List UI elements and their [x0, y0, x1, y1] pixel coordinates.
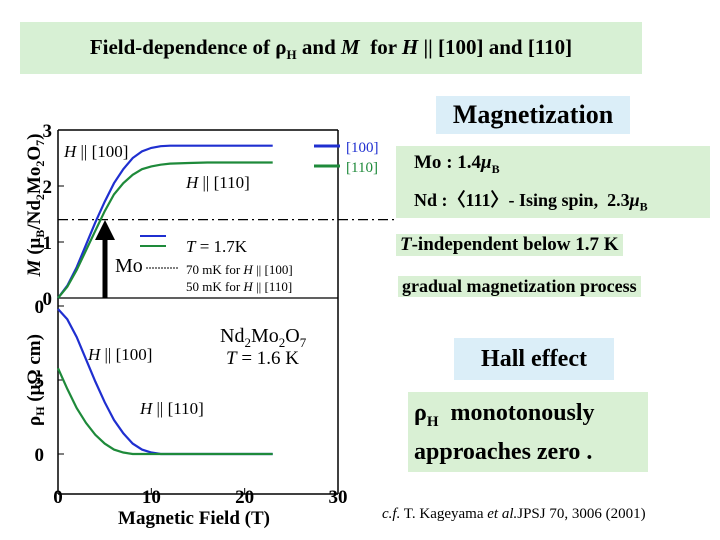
mo-moment: Mo : 1.4μB — [414, 152, 500, 176]
m-series-110 — [57, 161, 273, 299]
hall-heading: Hall effect — [454, 338, 614, 380]
m-y-tick-label-3: 3 — [43, 121, 53, 142]
x-tick-label-30: 30 — [329, 487, 348, 508]
m-h100-label: H || [100] — [63, 142, 128, 161]
sweep-label-1: 70 mK for H || [100] — [186, 262, 293, 277]
mo-arrow-head — [95, 220, 115, 240]
temp-label-2: T = 1.6 K — [226, 348, 299, 369]
mo-label: Mo — [115, 255, 143, 277]
hall-y-tick-label-0: 0 — [35, 297, 45, 318]
hall-line-1: ρH monotonously — [414, 400, 595, 430]
slide-title: Field-dependence of ρH and M for H || [1… — [89, 35, 573, 63]
legend-label-100: [100] — [346, 140, 379, 156]
hall-h100-label: H || [100] — [87, 345, 152, 364]
x-tick-label-10: 10 — [142, 487, 161, 508]
hall-series-110 — [56, 367, 273, 456]
x-axis-label: Magnetic Field (T) — [118, 508, 270, 529]
hall-info-box: ρH monotonously approaches zero . — [408, 392, 648, 472]
m-y-tick-label-2: 2 — [43, 177, 53, 198]
magnetization-heading: Magnetization — [436, 96, 630, 134]
sample-formula: Nd2Mo2O7 — [220, 325, 307, 350]
hall-line-2: approaches zero . — [414, 438, 593, 465]
m-y-tick-label-0: 0 — [43, 289, 53, 310]
magnetization-info-box: Mo : 1.4μB Nd :〈111〉- Ising spin, 2.3μB — [396, 146, 710, 218]
hall-panel-ylabel: ρH (μΩ cm) — [24, 334, 47, 426]
legend-label-110: [110] — [346, 160, 378, 176]
m-y-tick-label-1: 1 — [43, 233, 53, 254]
x-tick-label-0: 0 — [53, 487, 63, 508]
m-h110-label: H || [110] — [185, 173, 250, 192]
nd-moment: Nd :〈111〉- Ising spin, 2.3μB — [414, 190, 648, 214]
hall-y-tick-label-2: 0 — [35, 445, 45, 466]
t-independent-note: T-independent below 1.7 K — [396, 234, 623, 256]
m-series-100 — [57, 144, 273, 299]
m-panel-ylabel: M (μB/Nd2Mo2O7) — [24, 134, 47, 278]
reference: c.f. T. Kageyama et al.JPSJ 70, 3006 (20… — [382, 506, 646, 522]
hall-h110-label: H || [110] — [139, 399, 204, 418]
hall-y-tick-label-1: 5 — [35, 371, 45, 392]
temp-label-1: T = 1.7K — [186, 237, 248, 256]
title-banner — [20, 22, 642, 74]
x-tick-label-20: 20 — [235, 487, 254, 508]
gradual-note: gradual magnetization process — [398, 276, 641, 297]
sweep-label-2: 50 mK for H || [110] — [186, 279, 292, 294]
